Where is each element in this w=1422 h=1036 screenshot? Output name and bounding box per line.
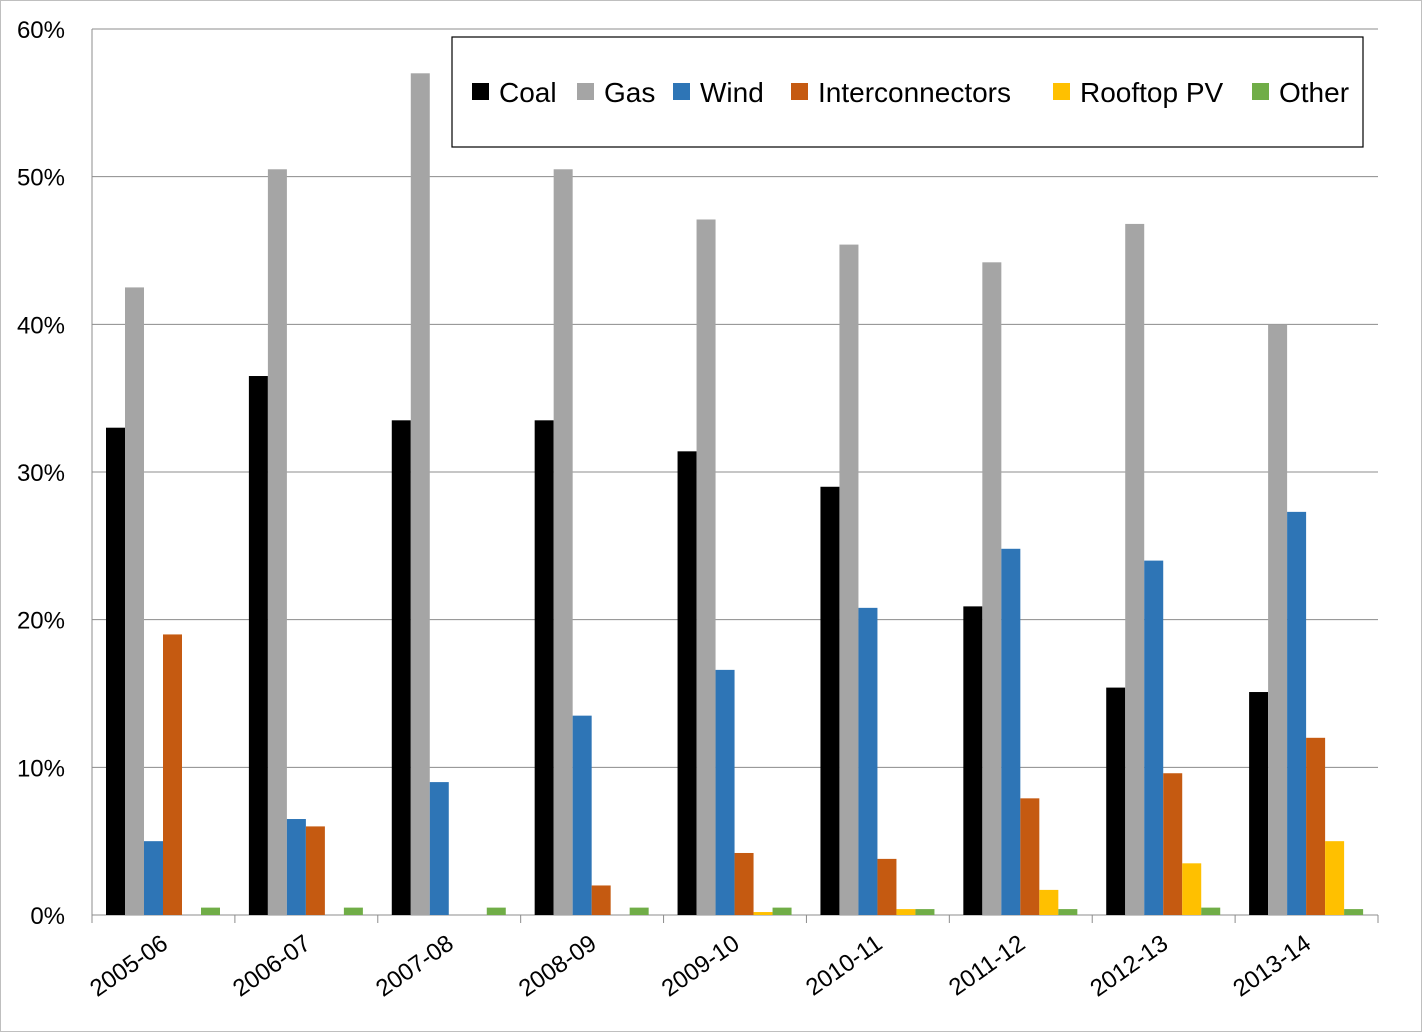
bar-coal-2010-11 [820, 486, 840, 915]
gridlines [92, 28, 1378, 768]
bar-coal-2006-07 [248, 376, 268, 915]
legend-label-rooftop-pv: Rooftop PV [1080, 77, 1224, 108]
bar-wind-2013-14 [1287, 511, 1307, 915]
bar-rooftop-pv-2013-14 [1325, 841, 1345, 915]
bar-interconnectors-2008-09 [591, 885, 611, 915]
legend-label-coal: Coal [499, 77, 557, 108]
y-tick-label: 50% [17, 165, 65, 192]
x-tick-label: 2007-08 [371, 930, 459, 1003]
legend-label-wind: Wind [700, 77, 764, 108]
x-tick-label: 2011-12 [944, 930, 1030, 1002]
bar-wind-2006-07 [286, 819, 306, 915]
legend-label-gas: Gas [604, 77, 655, 108]
bar-gas-2012-13 [1125, 223, 1145, 916]
bar-other-2008-09 [629, 907, 649, 915]
x-tick-labels: 2005-06 2006-07 2007-08 2008-09 2009-10 2010-… [85, 930, 1316, 1003]
legend-box [451, 36, 1364, 148]
bar-gas-2013-14 [1268, 324, 1288, 915]
x-tick-label: 2009-10 [657, 930, 745, 1003]
x-tick-label: 2012-13 [1085, 930, 1173, 1003]
bar-other-2010-11 [915, 909, 935, 915]
y-tick-label: 40% [17, 312, 65, 339]
y-tick-label: 0% [30, 903, 65, 930]
bar-interconnectors-2009-10 [734, 852, 754, 915]
bar-gas-2008-09 [553, 169, 573, 916]
legend-label-other: Other [1279, 77, 1349, 108]
bar-rooftop-pv-2009-10 [753, 912, 773, 915]
y-tick-label: 10% [17, 755, 65, 782]
bar-coal-2007-08 [391, 420, 411, 915]
legend-swatch-rooftop-pv [1053, 83, 1070, 100]
bar-gas-2007-08 [410, 73, 430, 916]
bar-coal-2008-09 [534, 420, 554, 915]
bar-other-2013-14 [1344, 909, 1364, 915]
legend-swatch-gas [577, 83, 594, 100]
bar-gas-2005-06 [125, 287, 144, 916]
x-tick-label: 2010-11 [801, 930, 887, 1002]
bar-other-2012-13 [1201, 907, 1221, 915]
legend-swatch-interconnectors [791, 83, 808, 100]
bar-wind-2007-08 [429, 782, 449, 915]
x-tick-label: 2006-07 [228, 930, 316, 1003]
bar-interconnectors-2010-11 [877, 858, 897, 915]
bar-other-2007-08 [486, 907, 506, 915]
bar-coal-2009-10 [677, 451, 697, 915]
bar-wind-2009-10 [715, 669, 735, 915]
bar-interconnectors-2013-14 [1306, 737, 1326, 915]
legend-swatch-other [1252, 83, 1269, 100]
bar-interconnectors-2012-13 [1163, 773, 1183, 915]
bar-wind-2005-06 [144, 841, 163, 915]
x-tick-label: 2008-09 [514, 930, 602, 1003]
bar-wind-2010-11 [858, 607, 878, 915]
bar-coal-2011-12 [963, 606, 983, 915]
y-tick-labels: 0% 10% 20% 30% 40% 50% 60% [17, 17, 65, 930]
bar-wind-2008-09 [572, 715, 592, 915]
bars [106, 73, 1364, 916]
bar-other-2005-06 [201, 907, 220, 915]
bar-other-2011-12 [1058, 909, 1078, 915]
bar-gas-2006-07 [267, 169, 287, 916]
bar-interconnectors-2006-07 [305, 826, 325, 915]
y-tick-label: 30% [17, 460, 65, 487]
bar-wind-2012-13 [1144, 560, 1164, 915]
x-tick-label: 2013-14 [1228, 930, 1316, 1003]
bar-coal-2005-06 [106, 427, 125, 915]
legend: Coal Gas Wind Interconnectors Rooftop PV Othe… [451, 36, 1364, 148]
bar-other-2009-10 [772, 907, 792, 915]
bar-gas-2011-12 [982, 262, 1002, 915]
bar-gas-2010-11 [839, 244, 859, 916]
bar-interconnectors-2005-06 [163, 634, 182, 915]
bar-wind-2011-12 [1001, 548, 1021, 915]
x-tick-label: 2005-06 [85, 930, 173, 1003]
legend-label-interconnectors: Interconnectors [818, 77, 1011, 108]
bar-interconnectors-2011-12 [1020, 798, 1040, 915]
bar-coal-2012-13 [1106, 687, 1126, 915]
y-tick-label: 20% [17, 608, 65, 635]
bar-coal-2013-14 [1249, 692, 1269, 915]
bar-rooftop-pv-2011-12 [1039, 889, 1059, 915]
legend-swatch-wind [673, 83, 690, 100]
bar-rooftop-pv-2012-13 [1182, 863, 1202, 915]
bar-gas-2009-10 [696, 219, 716, 916]
bar-other-2006-07 [343, 907, 363, 915]
bar-rooftop-pv-2010-11 [896, 909, 916, 915]
y-tick-label: 60% [17, 17, 65, 44]
legend-swatch-coal [472, 83, 489, 100]
